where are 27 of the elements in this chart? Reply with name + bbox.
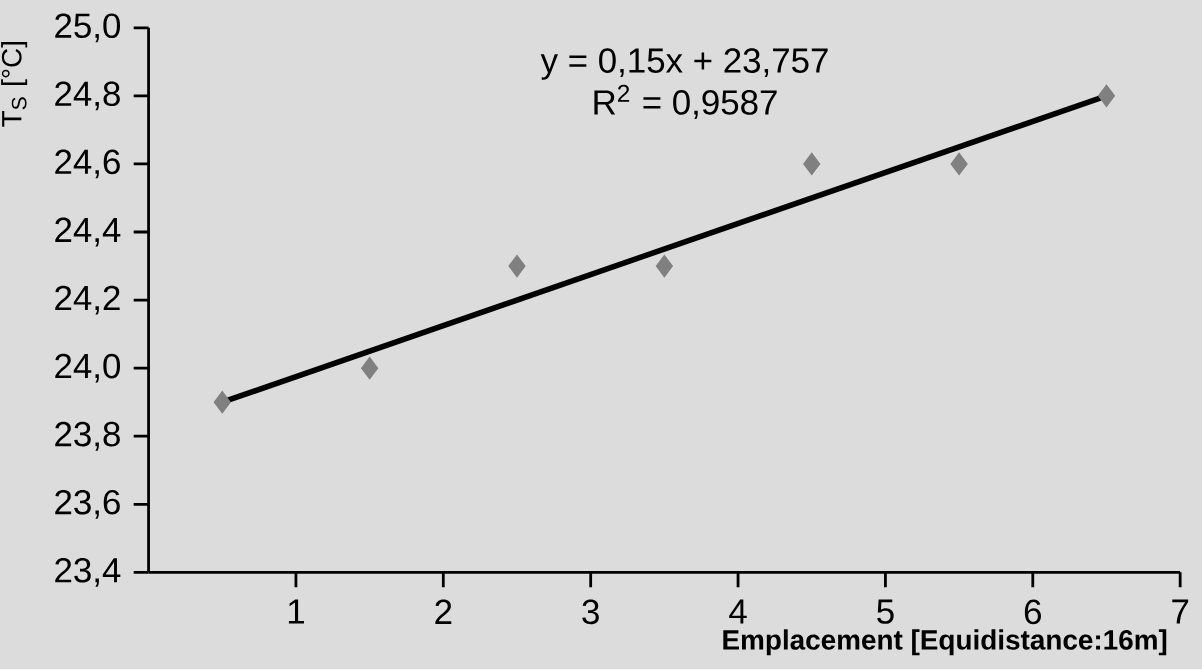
y-tick-label: 23,4 xyxy=(55,558,121,587)
y-tick-label: 24,2 xyxy=(55,285,120,315)
x-tick-label: 7 xyxy=(1172,599,1189,624)
annotation: y = 0,15x + 23,757 xyxy=(540,48,828,81)
y-tick-label: 25,0 xyxy=(55,13,121,43)
y-axis-title: T$_{S}$ [°C] xyxy=(1,42,28,127)
x-tick-label: 4 xyxy=(729,599,747,624)
point xyxy=(803,152,821,176)
y-tick-label: 24,6 xyxy=(55,149,120,179)
point xyxy=(508,255,526,278)
point xyxy=(213,391,231,414)
y-tick-label: 24,0 xyxy=(55,353,121,383)
point xyxy=(655,255,673,278)
point xyxy=(1097,84,1116,108)
x-tick-label: 2 xyxy=(435,599,452,625)
y-tick-label: 23,6 xyxy=(55,490,120,519)
x-tick-label: 6 xyxy=(1024,599,1041,625)
x-axis-title: Emplacement [Equidistance:16m] xyxy=(723,629,1167,656)
x-tick-label: 3 xyxy=(582,599,599,625)
point xyxy=(950,152,968,176)
x-tick-label: 5 xyxy=(877,599,894,625)
annotation: R$^{2}$ = 0,9587 xyxy=(594,85,777,120)
y-tick-label: 23,8 xyxy=(55,422,120,451)
y-tick-label: 24,8 xyxy=(55,81,120,111)
point xyxy=(361,357,379,380)
x-tick-label: 1 xyxy=(288,599,304,624)
y-tick-label: 24,4 xyxy=(55,217,121,247)
